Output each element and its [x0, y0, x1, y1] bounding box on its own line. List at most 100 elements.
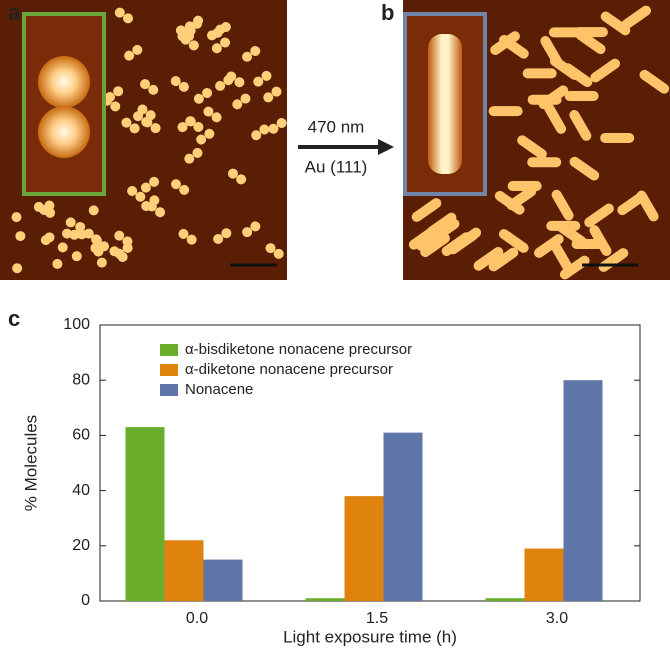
molecule-lobe	[220, 37, 231, 48]
molecule-lobe	[129, 123, 140, 134]
molecule-rod	[507, 180, 542, 191]
molecule-rod	[411, 198, 442, 222]
molecule-lobe	[215, 80, 226, 91]
molecule-rod	[534, 234, 564, 258]
molecule-lobe	[193, 121, 204, 132]
molecule	[124, 44, 143, 61]
bar	[383, 432, 423, 601]
molecule-lobe	[234, 77, 245, 88]
molecule-lobe	[15, 231, 26, 242]
molecule	[170, 76, 189, 92]
inset-blob	[38, 106, 90, 158]
molecule-rod	[538, 85, 569, 110]
panel-label: c	[8, 306, 20, 331]
molecule-rod	[416, 227, 446, 251]
molecule-rod	[621, 5, 652, 30]
molecule-lobe	[261, 70, 272, 81]
molecule	[227, 168, 247, 185]
molecule-lobe	[127, 185, 138, 196]
molecule-rod	[639, 69, 670, 94]
molecule-lobe	[69, 229, 80, 240]
molecule-lobe	[123, 13, 134, 24]
molecule-lobe	[226, 71, 237, 82]
molecule-lobe	[186, 234, 197, 245]
molecule-lobe	[122, 242, 133, 253]
molecule-rod	[569, 156, 600, 181]
molecule-lobe	[12, 263, 23, 274]
molecule-lobe	[114, 248, 125, 259]
molecule-rod	[575, 30, 606, 55]
molecule-lobe	[170, 179, 181, 190]
molecule	[213, 228, 232, 244]
y-tick-label: 80	[72, 371, 90, 388]
molecule-lobe	[202, 88, 213, 99]
molecule-lobe	[196, 134, 207, 145]
molecule-lobe	[206, 30, 217, 41]
molecule-lobe	[150, 123, 161, 134]
molecule-rod	[451, 227, 482, 252]
molecule-rod	[473, 246, 504, 271]
molecule	[263, 86, 282, 103]
molecule-lobe	[215, 24, 226, 35]
molecule	[146, 201, 166, 218]
molecule-lobe	[11, 212, 22, 223]
molecule-rod	[636, 190, 659, 222]
molecule-rod	[499, 34, 529, 59]
molecule	[251, 124, 270, 141]
molecule	[140, 176, 160, 193]
y-axis-label: % Molecules	[21, 415, 40, 511]
y-tick-label: 20	[72, 537, 90, 554]
y-tick-label: 60	[72, 427, 90, 444]
molecule-lobe	[180, 34, 191, 45]
inset-a	[22, 12, 106, 196]
molecule	[137, 104, 156, 121]
molecule-lobe	[236, 174, 247, 185]
panel-label: a	[8, 0, 21, 25]
molecule	[242, 221, 261, 238]
molecule-lobe	[203, 106, 214, 117]
molecule-lobe	[263, 92, 274, 103]
molecule-rod	[589, 225, 612, 256]
molecule-lobe	[232, 99, 243, 110]
molecule-lobe	[265, 243, 276, 254]
molecule-lobe	[65, 217, 76, 228]
molecule-rod	[488, 247, 519, 272]
molecule-rod	[559, 255, 590, 280]
molecule	[180, 34, 199, 51]
molecule-lobe	[253, 76, 264, 87]
molecule	[226, 71, 245, 88]
x-tick-label: 1.5	[366, 610, 388, 627]
molecule-lobe	[211, 43, 222, 54]
molecule-lobe	[273, 248, 284, 259]
molecule-lobe	[155, 207, 166, 218]
x-tick-label: 3.0	[546, 610, 568, 627]
molecule-lobe	[177, 122, 188, 133]
inset-rod	[428, 34, 462, 174]
molecule-lobe	[178, 81, 189, 92]
molecule-lobe	[114, 230, 125, 241]
molecule-lobe	[114, 7, 125, 18]
molecule-rod	[569, 110, 592, 141]
molecule-lobe	[250, 45, 261, 56]
y-tick-label: 0	[81, 592, 90, 609]
molecule-lobe	[276, 118, 287, 129]
molecule-lobe	[251, 130, 262, 141]
molecule-lobe	[178, 228, 189, 239]
x-tick-label: 0.0	[186, 610, 208, 627]
arrow-label: Au (111)	[305, 157, 368, 176]
panel-label: b	[381, 0, 394, 25]
molecule	[114, 242, 133, 259]
bar	[125, 427, 165, 601]
molecule-lobe	[62, 228, 73, 239]
arrow-head	[378, 139, 394, 155]
molecule	[184, 147, 203, 164]
molecule-lobe	[259, 124, 270, 135]
molecule-lobe	[184, 153, 195, 164]
molecule-rod	[564, 90, 599, 101]
molecule-rod	[522, 68, 557, 79]
molecule-lobe	[185, 116, 196, 127]
bar	[203, 559, 243, 601]
molecule-lobe	[110, 101, 121, 112]
molecule-rod	[600, 11, 631, 36]
bar	[563, 380, 603, 601]
